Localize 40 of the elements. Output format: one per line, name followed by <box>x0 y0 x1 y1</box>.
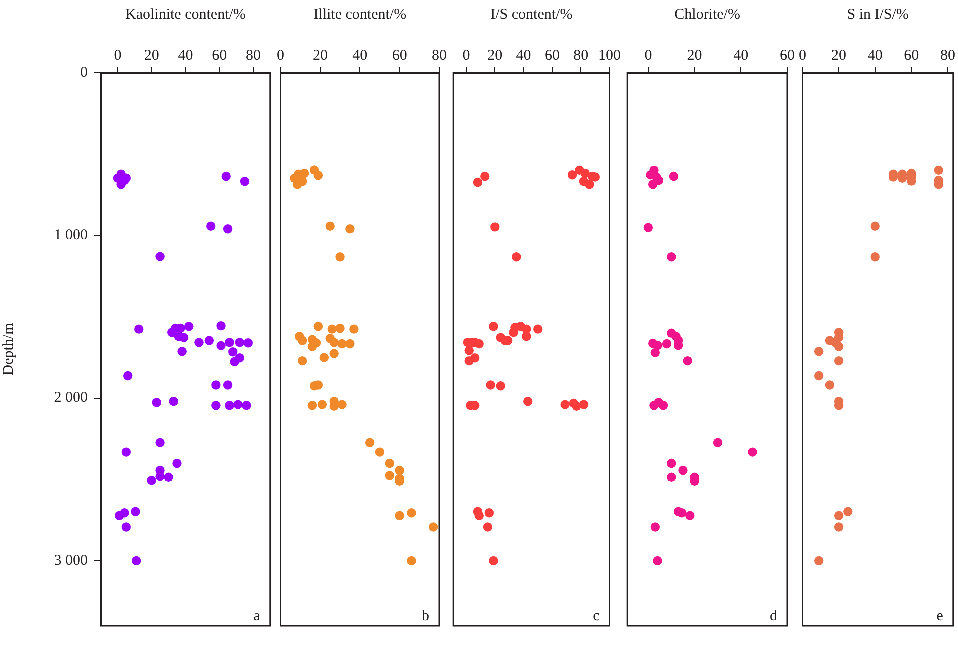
x-tick-label: 20 <box>687 48 702 64</box>
x-tick-label: 40 <box>352 48 368 64</box>
x-tick-label: 40 <box>178 48 194 64</box>
y-tick-label: 3 000 <box>54 552 88 569</box>
x-tick-label: 0 <box>462 48 470 64</box>
x-tick-label: 20 <box>144 48 160 64</box>
annotation: c <box>593 608 600 624</box>
x-tick-label: 80 <box>574 48 589 64</box>
x-tick-label: 80 <box>432 48 447 64</box>
x-tick-label: 40 <box>734 48 749 64</box>
x-tick-label: 0 <box>644 48 652 64</box>
annotation: d <box>770 608 778 624</box>
annotation: a <box>254 608 261 624</box>
x-tick-label: 100 <box>598 48 621 64</box>
x-tick-label: 60 <box>212 48 228 64</box>
x-tick-label: 40 <box>516 48 532 64</box>
x-axis-title: Kaolinite content/% <box>126 6 246 23</box>
y-tick-label: 0 <box>80 64 88 81</box>
annotation: b <box>422 608 430 624</box>
x-tick-label: 60 <box>780 48 795 64</box>
x-tick-label: 80 <box>246 48 261 64</box>
x-axis-title: Illite content/% <box>314 6 407 23</box>
x-tick-label: 0 <box>799 48 806 64</box>
x-axis-title: Chlorite/% <box>674 6 740 23</box>
x-tick-label: 40 <box>868 48 883 64</box>
x-tick-label: 0 <box>277 48 284 64</box>
x-tick-label: 20 <box>832 48 847 64</box>
y-tick-label: 1 000 <box>54 228 88 244</box>
x-tick-label: 60 <box>392 48 408 64</box>
x-tick-label: 20 <box>488 48 503 64</box>
x-tick-label: 0 <box>114 48 122 64</box>
x-tick-label: 20 <box>312 48 328 64</box>
x-axis-title: I/S content/% <box>490 6 573 23</box>
annotation: e <box>936 608 944 624</box>
x-axis-title: S in I/S/% <box>847 6 909 23</box>
y-axis-title: Depth/m <box>0 322 17 376</box>
y-tick-label: 2 000 <box>54 390 88 406</box>
x-tick-label: 60 <box>544 48 560 64</box>
x-tick-label: 80 <box>940 48 956 64</box>
x-tick-label: 60 <box>904 48 920 64</box>
